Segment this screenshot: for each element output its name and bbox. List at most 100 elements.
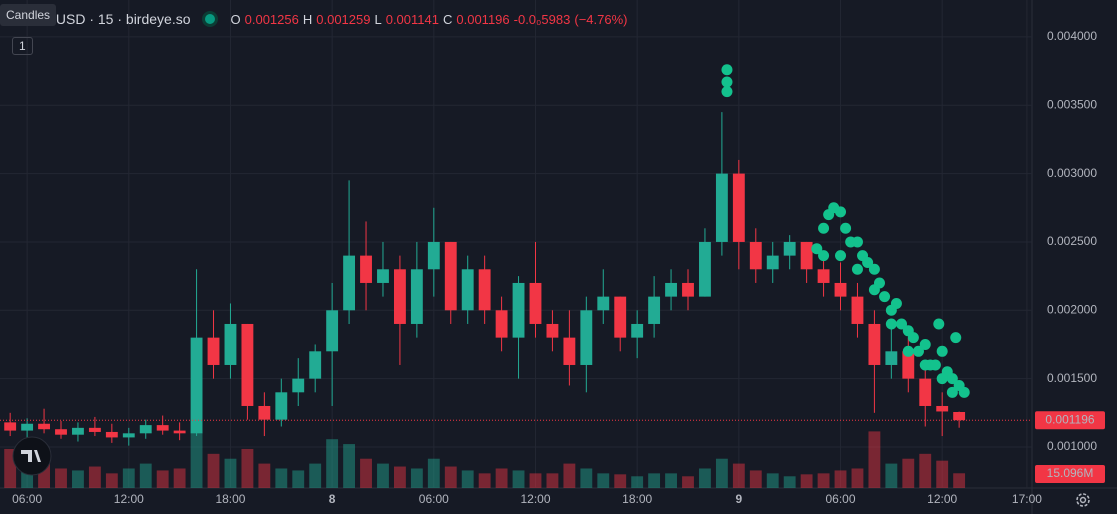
signal-dot [946,386,958,398]
candle-body [732,173,745,242]
candle-body [4,422,17,431]
candle-body [326,310,339,352]
candle-body [699,241,711,297]
x-tick-label: 06:00 [825,492,855,506]
candle-body [461,269,474,311]
candle-body [783,241,796,256]
candle-body [173,430,186,434]
volume-bar [427,458,440,488]
volume-bar [800,474,813,488]
y-tick-label: 0.001500 [1047,371,1097,385]
candle-body [343,255,356,311]
volume-bar [682,476,694,488]
candle-body [495,310,508,338]
candle-body [631,323,644,338]
signal-dot [840,222,852,234]
signal-dot [933,318,945,330]
volume-bar [258,463,271,488]
candle-body [258,405,271,420]
signal-dot [811,243,823,255]
x-tick-label: 12:00 [927,492,957,506]
signal-dot [721,86,733,98]
signal-dot [936,345,948,357]
signal-dot [818,222,830,234]
signal-dot [721,76,733,88]
volume-bar [766,473,779,488]
volume-bar [105,473,118,488]
candle-body [648,296,661,324]
volume-bar [817,473,830,488]
x-tick-label: 06:00 [12,492,42,506]
volume-bar [478,473,491,488]
y-tick-label: 0.003000 [1047,166,1097,180]
tooltip: Candles [0,4,57,26]
volume-bar [699,468,711,488]
volume-bar [360,458,372,488]
volume-bar [902,458,915,488]
candle-body [55,429,67,435]
x-tick-label: 06:00 [419,492,449,506]
volume-bar [868,431,881,488]
close-label: C [442,11,453,27]
signal-dot [835,250,847,262]
volume-bar [393,466,406,488]
signal-dot [950,332,962,344]
x-tick-label: 12:00 [114,492,144,506]
candle-body [885,351,898,365]
x-tick-label: 17:00 [1012,492,1042,506]
volume-bar [122,468,135,488]
signal-dot [912,345,924,357]
volume-bar [343,444,356,488]
candle-body [529,282,542,324]
volume-bar [546,473,559,488]
candle-body [105,431,118,438]
signal-dot [919,359,931,371]
volume-bar [461,470,474,488]
volume-label: 15.096M [1047,466,1094,480]
candle-body [563,337,576,365]
candle-body [682,282,694,297]
volume-bar [953,473,966,488]
candle-body [309,351,322,379]
volume-bar [309,463,322,488]
signal-dot [835,206,847,218]
title: /USD · 15 · birdeye.so [52,11,191,27]
candle-body [817,269,830,283]
interval-badge[interactable]: 1 [12,37,33,55]
signal-dot [958,386,970,398]
volume-bar [139,463,152,488]
volume-bar [72,470,84,488]
high-label: H [302,11,313,27]
signal-dot [929,359,941,371]
volume-bar [715,458,728,488]
signal-dot [879,291,891,303]
x-tick-label: 18:00 [622,492,652,506]
high-value: 0.001259 [316,11,371,27]
y-tick-label: 0.003500 [1047,97,1097,111]
volume-bar [224,458,237,488]
candle-body [665,282,677,297]
signal-dot [868,263,880,275]
candle-body [72,427,84,435]
x-tick-label: 8 [329,492,336,506]
candle-body [597,296,610,311]
last-price-label: 0.001196 [1045,412,1094,426]
volume-bar [38,460,50,488]
signal-dot [902,345,914,357]
signal-dot [721,64,733,76]
volume-bar [834,470,847,488]
signal-dot [868,284,880,296]
change-percent: (−4.76%) [574,11,628,27]
y-tick-label: 0.002000 [1047,302,1097,316]
volume-bar [495,468,508,488]
settings-icon[interactable] [1076,493,1090,507]
volume-bar [614,474,627,488]
candle-body [292,378,305,393]
volume-bar [919,453,932,488]
header: /USD · 15 · birdeye.so O 0.001256 H 0.0012… [52,11,627,27]
volume-bar [512,470,525,488]
volume-bar [529,473,542,488]
volume-bar [444,466,457,488]
